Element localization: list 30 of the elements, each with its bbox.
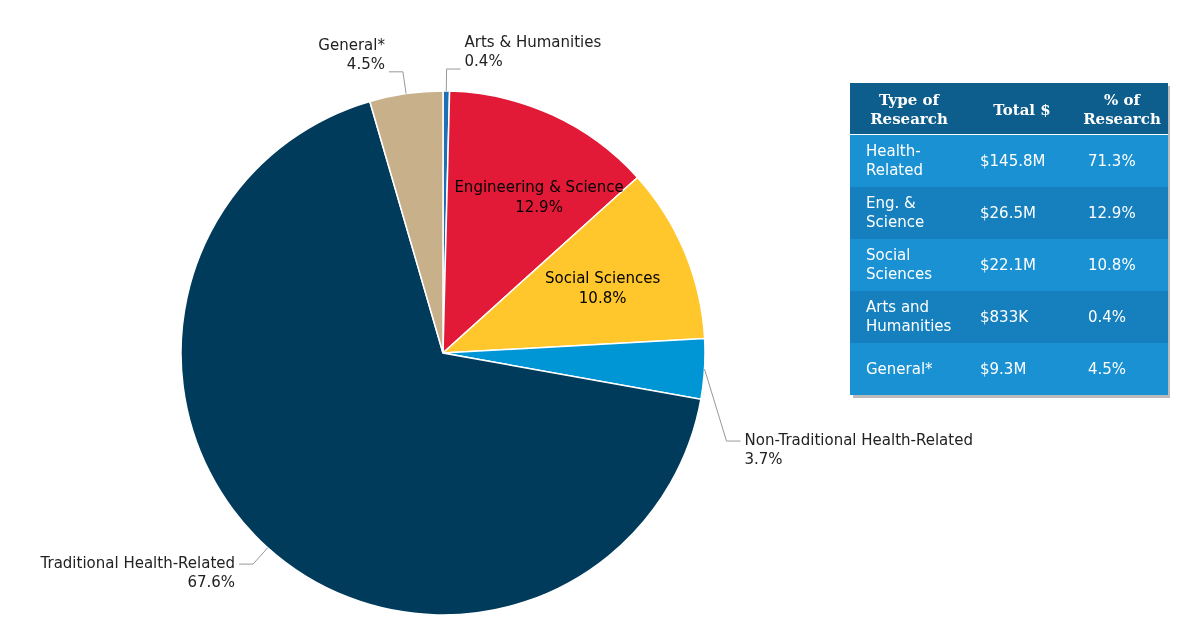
- data-label: 67.6%: [187, 573, 236, 592]
- text: 71.3%: [1088, 152, 1136, 170]
- text: 0.4%: [1088, 308, 1127, 326]
- slice-label: Non-Traditional Health-Related: [744, 431, 973, 450]
- text: Eng. & Science: [866, 194, 925, 231]
- text: % of Research: [1083, 91, 1161, 128]
- text: 4.5%: [1088, 360, 1127, 378]
- data-label: 3.7%: [744, 450, 783, 469]
- data-label: 4.5%: [346, 54, 385, 73]
- slice-label: Engineering & Science: [454, 177, 624, 196]
- slice-label: Social Sciences: [545, 268, 661, 287]
- slice-label: Arts & Humanities: [464, 33, 602, 52]
- data-label: 0.4%: [464, 52, 503, 71]
- text: $9.3M: [980, 360, 1027, 378]
- text: $26.5M: [980, 204, 1036, 222]
- text: $833K: [980, 308, 1030, 326]
- data-label: 12.9%: [515, 197, 563, 216]
- data-label: 10.8%: [578, 288, 627, 307]
- slice-label: General*: [318, 35, 386, 54]
- text: General*: [866, 360, 934, 378]
- text: Social Sciences: [866, 246, 933, 283]
- text: $22.1M: [980, 256, 1036, 274]
- text: $145.8M: [980, 152, 1046, 170]
- text: Arts and Humanities: [866, 298, 952, 335]
- text: Health-Related: [866, 142, 923, 179]
- text: Type of Research: [870, 91, 948, 128]
- text: Total $: [993, 101, 1051, 119]
- slice-label: Traditional Health-Related: [39, 554, 236, 573]
- text: 12.9%: [1088, 204, 1136, 222]
- text: 10.8%: [1088, 256, 1136, 274]
